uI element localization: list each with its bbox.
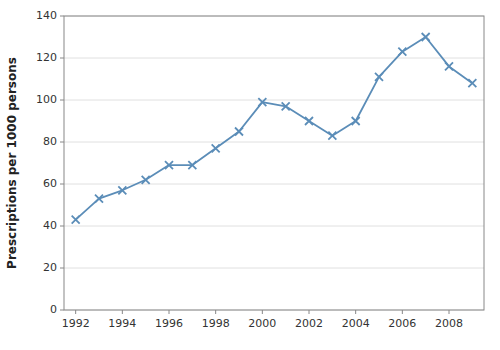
x-tick-label: 1998 [202,317,230,330]
y-tick [60,100,64,101]
x-tick [262,310,263,314]
y-tick-label: 140 [36,9,57,22]
y-tick-label: 120 [36,51,57,64]
grid-line [64,58,484,59]
chart: 0 20 40 60 80 100 120 140 1992 1994 1996 1998 2000 20… [0,0,500,350]
x-tick [355,310,356,314]
line [76,37,473,220]
y-tick [60,142,64,143]
x-tick-label: 2002 [295,317,323,330]
grid-line [64,142,484,143]
y-tick-label: 40 [43,219,57,232]
x-tick-label: 2006 [388,317,416,330]
marker [282,102,290,110]
marker [258,98,266,106]
marker [188,161,196,169]
y-tick [60,310,64,311]
marker [445,62,453,70]
grid [64,16,484,310]
marker [118,186,126,194]
y-axis: 0 20 40 60 80 100 120 140 [36,9,64,316]
x-tick-label: 1996 [155,317,183,330]
x-tick [122,310,123,314]
data-layer [72,33,477,224]
x-tick-label: 1992 [62,317,90,330]
marker [352,117,360,125]
x-tick [402,310,403,314]
x-tick [449,310,450,314]
page: {"chart_data": {"type": "line", "ylabel"… [0,0,500,350]
x-tick-label: 2008 [435,317,463,330]
y-tick [60,226,64,227]
marker [422,33,430,41]
x-axis: 1992 1994 1996 1998 2000 2002 2004 2006 2008 [62,310,463,330]
marker [468,79,476,87]
x-tick [309,310,310,314]
x-tick-label: 2000 [248,317,276,330]
grid-line [64,184,484,185]
y-tick [60,58,64,59]
x-tick [75,310,76,314]
x-tick-label: 1994 [108,317,136,330]
chart-container: 0 20 40 60 80 100 120 140 1992 1994 1996 1998 2000 20… [0,0,500,350]
plot-background [64,16,484,310]
marker [212,144,220,152]
plot-frame [64,16,484,310]
marker [142,176,150,184]
y-tick [60,16,64,17]
grid-line [64,226,484,227]
grid-line [64,100,484,101]
marker [95,195,103,203]
y-tick [60,268,64,269]
marker [235,128,243,136]
y-tick-label: 20 [43,261,57,274]
marker [375,73,383,81]
y-tick [60,184,64,185]
y-tick-label: 100 [36,93,57,106]
x-tick-label: 2004 [342,317,370,330]
marker [165,161,173,169]
x-tick [169,310,170,314]
x-tick [215,310,216,314]
marker [398,48,406,56]
y-tick-label: 60 [43,177,57,190]
marker [305,117,313,125]
marker [328,132,336,140]
y-tick-label: 80 [43,135,57,148]
y-axis-label: Prescriptions per 1000 persons [5,57,19,269]
y-tick-label: 0 [50,303,57,316]
marker [72,216,80,224]
grid-line [64,268,484,269]
